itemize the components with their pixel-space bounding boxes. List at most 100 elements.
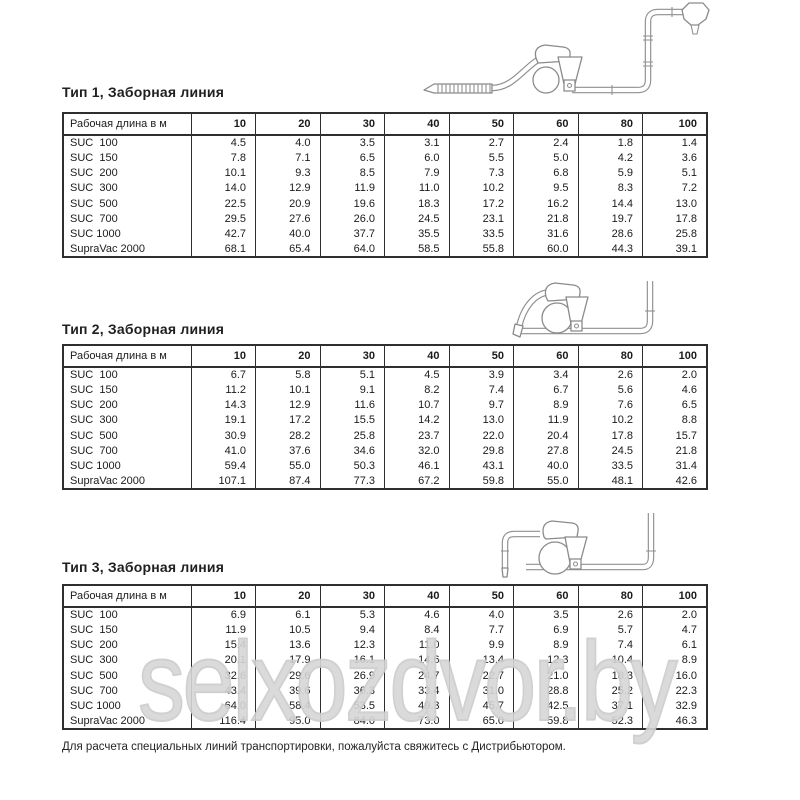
- value-cell: 13.0: [448, 412, 514, 428]
- value-cell: 55.0: [255, 458, 320, 474]
- value-cell: 46.3: [642, 713, 707, 729]
- model-name-cell: SUC 700: [62, 683, 191, 699]
- value-cell: 11.2: [190, 382, 256, 398]
- value-cell: 12.3: [319, 637, 385, 653]
- table-row: SUC 200 14.3 12.9 11.6 10.7 9.7 8.9 7.6 6.5: [62, 397, 707, 413]
- length-column-header: 20: [255, 345, 320, 368]
- value-cell: 10.1: [190, 165, 256, 181]
- value-cell: 28.8: [513, 683, 578, 699]
- length-column-header: 30: [319, 345, 385, 368]
- value-cell: 2.6: [577, 367, 643, 383]
- value-cell: 1.4: [642, 135, 707, 151]
- value-cell: 15.7: [642, 428, 707, 444]
- table-header-row: Рабочая длина в м 10 20 30 40 50 60 80 100: [62, 585, 707, 608]
- value-cell: 8.2: [384, 382, 449, 398]
- length-column-header: 80: [577, 113, 643, 136]
- value-cell: 4.5: [190, 135, 256, 151]
- value-cell: 17.8: [577, 428, 643, 444]
- value-cell: 20.1: [190, 652, 256, 668]
- value-cell: 7.4: [577, 637, 643, 653]
- table-row: SUC 150 11.9 10.5 9.4 8.4 7.7 6.9 5.7 4.7: [62, 622, 707, 638]
- table-row: SUC 300 19.1 17.2 15.5 14.2 13.0 11.9 10.2 8.8: [62, 412, 707, 428]
- value-cell: 12.9: [255, 397, 320, 413]
- value-cell: 9.5: [513, 180, 578, 196]
- model-name-cell: SUC 150: [62, 622, 191, 638]
- value-cell: 29.8: [448, 443, 514, 459]
- value-cell: 17.8: [642, 211, 707, 227]
- length-column-header: 80: [577, 585, 643, 608]
- table-row: SUC 1000 64.0 58.4 53.5 49.3 45.7 42.5 37.1 32.9: [62, 698, 707, 714]
- value-cell: 8.9: [513, 397, 578, 413]
- value-cell: 8.4: [384, 622, 449, 638]
- value-cell: 19.1: [190, 412, 256, 428]
- value-cell: 25.8: [642, 226, 707, 242]
- length-column-header: 40: [384, 585, 449, 608]
- value-cell: 43.4: [190, 683, 256, 699]
- model-name-cell: SUC 150: [62, 382, 191, 398]
- value-cell: 77.3: [319, 473, 385, 489]
- value-cell: 32.6: [190, 668, 256, 684]
- model-name-cell: SUC 100: [62, 607, 191, 623]
- value-cell: 21.0: [513, 668, 578, 684]
- value-cell: 48.1: [577, 473, 643, 489]
- value-cell: 59.8: [513, 713, 578, 729]
- value-cell: 42.6: [642, 473, 707, 489]
- model-name-cell: SUC 500: [62, 196, 191, 212]
- value-cell: 50.3: [319, 458, 385, 474]
- value-cell: 7.7: [448, 622, 514, 638]
- length-column-header: 30: [319, 113, 385, 136]
- model-name-cell: SUC 500: [62, 428, 191, 444]
- working-length-header-cell: Рабочая длина в м: [62, 345, 191, 368]
- model-name-cell: SUC 300: [62, 652, 191, 668]
- value-cell: 22.7: [448, 668, 514, 684]
- value-cell: 6.5: [319, 150, 385, 166]
- length-column-header: 60: [513, 113, 578, 136]
- value-cell: 28.6: [577, 226, 643, 242]
- model-name-cell: SUC 150: [62, 150, 191, 166]
- model-name-cell: SUC 1000: [62, 698, 191, 714]
- model-name-cell: SUC 700: [62, 211, 191, 227]
- value-cell: 55.0: [513, 473, 578, 489]
- value-cell: 65.0: [448, 713, 514, 729]
- value-cell: 49.3: [384, 698, 449, 714]
- value-cell: 27.8: [513, 443, 578, 459]
- vacuum-unit-drawing: [423, 2, 710, 95]
- value-cell: 37.6: [255, 443, 320, 459]
- value-cell: 21.8: [642, 443, 707, 459]
- value-cell: 32.0: [384, 443, 449, 459]
- value-cell: 9.3: [255, 165, 320, 181]
- table-row: SupraVac 2000 68.1 65.4 64.0 58.5 55.8 60.0 44.…: [62, 241, 707, 257]
- value-cell: 5.6: [577, 382, 643, 398]
- value-cell: 2.4: [513, 135, 578, 151]
- length-column-header: 20: [255, 113, 320, 136]
- value-cell: 11.9: [319, 180, 385, 196]
- value-cell: 5.0: [513, 150, 578, 166]
- value-cell: 17.2: [448, 196, 514, 212]
- value-cell: 25.8: [319, 428, 385, 444]
- table-row: SUC 700 29.5 27.6 26.0 24.5 23.1 21.8 19.7 17.8: [62, 211, 707, 227]
- value-cell: 3.1: [384, 135, 449, 151]
- table-row: SUC 150 7.8 7.1 6.5 6.0 5.5 5.0 4.2 3.6: [62, 150, 707, 166]
- value-cell: 6.5: [642, 397, 707, 413]
- value-cell: 25.2: [577, 683, 643, 699]
- value-cell: 33.4: [384, 683, 449, 699]
- value-cell: 5.1: [319, 367, 385, 383]
- value-cell: 7.6: [577, 397, 643, 413]
- value-cell: 10.1: [255, 382, 320, 398]
- table-row: SUC 500 32.6 29.6 26.9 24.7 22.7 21.0 18.3 16.0: [62, 668, 707, 684]
- value-cell: 64.0: [190, 698, 256, 714]
- value-cell: 8.9: [513, 637, 578, 653]
- value-cell: 3.4: [513, 367, 578, 383]
- value-cell: 68.1: [190, 241, 256, 257]
- value-cell: 3.9: [448, 367, 514, 383]
- value-cell: 14.4: [577, 196, 643, 212]
- value-cell: 6.7: [190, 367, 256, 383]
- value-cell: 10.2: [448, 180, 514, 196]
- vacuum-unit-drawing: [512, 281, 655, 338]
- value-cell: 4.6: [642, 382, 707, 398]
- value-cell: 3.6: [642, 150, 707, 166]
- value-cell: 19.6: [319, 196, 385, 212]
- value-cell: 39.6: [255, 683, 320, 699]
- value-cell: 32.9: [642, 698, 707, 714]
- table-row: SUC 500 22.5 20.9 19.6 18.3 17.2 16.2 14.4 13.0: [62, 196, 707, 212]
